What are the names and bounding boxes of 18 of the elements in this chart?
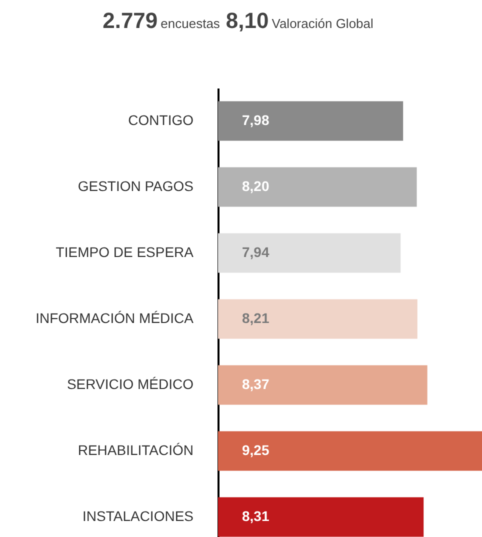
y-tick-label: SERVICIO MÉDICO xyxy=(66,376,194,392)
text: 2.779 xyxy=(102,8,158,33)
data-label: 7,98 xyxy=(242,112,270,128)
data-label: 9,25 xyxy=(242,442,270,458)
text: encuestas xyxy=(160,16,220,31)
data-label: 8,31 xyxy=(242,508,270,524)
data-label: 8,21 xyxy=(242,310,270,326)
text: 8,10 xyxy=(226,8,269,33)
y-tick-label: INFORMACIÓN MÉDICA xyxy=(36,310,194,326)
text: Valoración Global xyxy=(272,16,374,31)
y-tick-label: GESTION PAGOS xyxy=(78,178,194,194)
y-tick-label: INSTALACIONES xyxy=(82,508,194,524)
y-tick-label: CONTIGO xyxy=(128,112,194,128)
data-label: 7,94 xyxy=(242,244,270,260)
y-tick-label: REHABILITACIÓN xyxy=(78,442,194,458)
data-label: 8,37 xyxy=(242,376,270,392)
y-tick-label: TIEMPO DE ESPERA xyxy=(56,244,194,260)
data-label: 8,20 xyxy=(242,178,270,194)
